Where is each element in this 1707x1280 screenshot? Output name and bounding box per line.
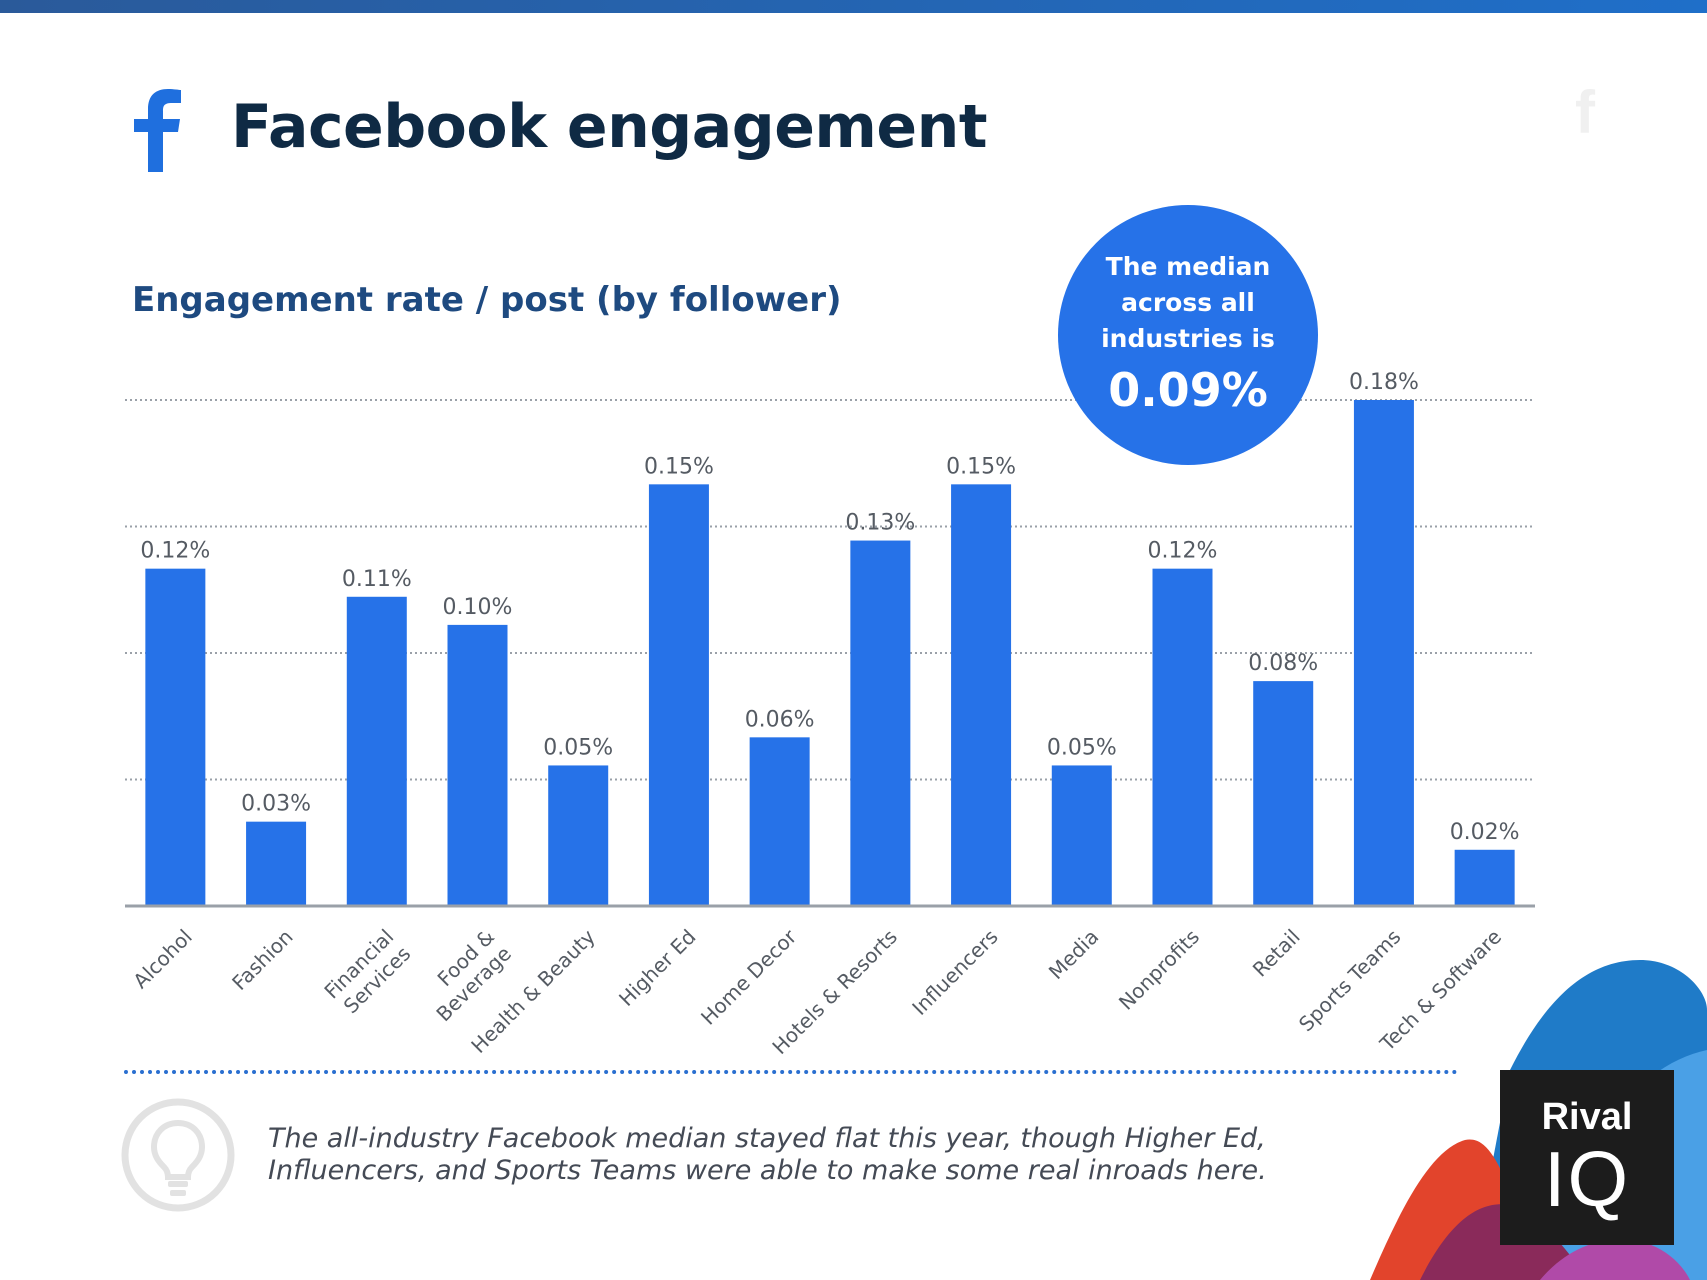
data-label: 0.12% — [1148, 539, 1218, 564]
data-label: 0.08% — [1248, 651, 1318, 676]
section-divider — [124, 1070, 1458, 1074]
median-callout-value: 0.09% — [1108, 363, 1268, 417]
data-label: 0.03% — [241, 792, 311, 817]
x-tick-label-line: Influencers — [907, 925, 1002, 1020]
bar — [1051, 765, 1112, 906]
rival-iq-logo-iq: IQ — [1543, 1135, 1631, 1223]
x-tick-label-line: Higher Ed — [614, 925, 700, 1011]
median-callout-text: The median across all industries is — [1101, 252, 1275, 353]
bar — [648, 484, 709, 906]
x-tick-label: Higher Ed — [614, 925, 700, 1011]
x-tick-label-line: Media — [1044, 925, 1103, 984]
x-tick-label: Influencers — [907, 925, 1002, 1020]
rival-iq-logo-rival: Rival — [1541, 1096, 1633, 1138]
bar-chart: 0.12% Alcohol 0.03% Fashion 0.11% FinancialSe… — [125, 370, 1535, 1059]
bar — [1253, 681, 1314, 906]
x-tick-label-line: Nonprofits — [1114, 925, 1204, 1015]
insight-text: The all-industry Facebook median stayed … — [268, 1123, 1267, 1186]
data-label: 0.13% — [845, 511, 915, 536]
data-label: 0.10% — [443, 595, 513, 620]
page-title: Facebook engagement — [231, 92, 988, 162]
data-label: 0.05% — [1047, 735, 1117, 760]
bar — [447, 624, 508, 906]
x-tick-label: Media — [1044, 925, 1103, 984]
corner-facebook-watermark: f — [1575, 79, 1595, 146]
lightbulb-icon — [121, 1098, 235, 1212]
bar — [1353, 400, 1414, 906]
x-tick-label: Fashion — [227, 925, 297, 995]
bar — [548, 765, 609, 906]
data-label: 0.02% — [1450, 820, 1520, 845]
median-callout: The median across all industries is 0.09… — [1058, 205, 1318, 465]
bar — [749, 737, 810, 906]
bar — [951, 484, 1012, 906]
x-tick-label-line: Alcohol — [128, 925, 197, 994]
x-tick-label-line: Fashion — [227, 925, 297, 995]
data-label: 0.11% — [342, 567, 412, 592]
x-tick-label-line: Home Decor — [696, 924, 802, 1030]
bar — [1152, 568, 1213, 906]
x-tick-label-line: Retail — [1248, 925, 1305, 982]
x-tick-label: Nonprofits — [1114, 925, 1204, 1015]
bar — [346, 596, 407, 906]
data-label: 0.12% — [140, 539, 210, 564]
data-label: 0.15% — [946, 454, 1016, 479]
top-accent-bar — [0, 0, 1707, 13]
bar — [850, 540, 911, 906]
x-tick-label: FinancialServices — [319, 925, 415, 1021]
x-tick-label: Retail — [1248, 925, 1305, 982]
chart-title: Engagement rate / post (by follower) — [132, 280, 842, 320]
bar — [246, 821, 307, 906]
x-tick-label: Alcohol — [128, 925, 197, 994]
rival-iq-logo: Rival IQ — [1500, 1070, 1674, 1245]
facebook-icon — [134, 89, 181, 172]
data-label: 0.18% — [1349, 370, 1419, 395]
bar — [145, 568, 206, 906]
x-tick-label: Home Decor — [696, 924, 802, 1030]
data-label: 0.05% — [543, 735, 613, 760]
data-label: 0.06% — [745, 707, 815, 732]
bar — [1454, 849, 1515, 906]
data-label: 0.15% — [644, 454, 714, 479]
